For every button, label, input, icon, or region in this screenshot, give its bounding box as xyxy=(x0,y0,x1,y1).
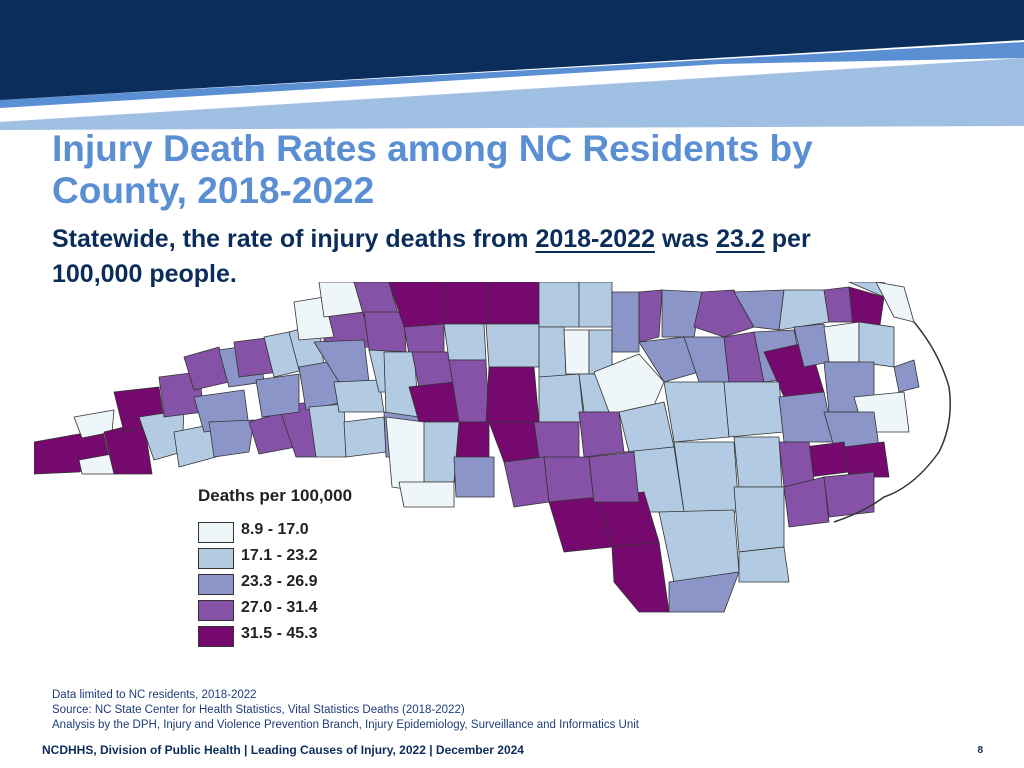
county-region xyxy=(385,416,425,493)
county-region xyxy=(503,456,550,508)
county-region xyxy=(563,329,590,375)
county-region xyxy=(485,323,540,368)
county-region xyxy=(533,421,580,463)
county-region xyxy=(823,321,860,363)
title-line-1: Injury Death Rates among NC Residents by xyxy=(52,128,813,169)
county-region xyxy=(363,311,407,353)
county-region xyxy=(418,421,460,483)
source-notes: Data limited to NC residents, 2018-2022 … xyxy=(52,688,639,733)
county-region xyxy=(661,289,703,338)
county-region xyxy=(411,351,455,388)
county-region xyxy=(638,289,663,343)
map-legend: Deaths per 100,000 8.9 - 17.0 17.1 - 23.… xyxy=(196,486,396,651)
legend-item: 8.9 - 17.0 xyxy=(196,520,396,544)
legend-label: 23.3 - 26.9 xyxy=(241,573,318,590)
county-region xyxy=(333,379,385,413)
county-region xyxy=(538,326,567,378)
county-region xyxy=(488,282,540,325)
county-region xyxy=(611,291,640,353)
county-region xyxy=(733,486,785,553)
county-region xyxy=(823,411,880,448)
county-region xyxy=(443,282,490,325)
county-region xyxy=(443,323,487,361)
county-region xyxy=(611,541,670,613)
legend-label: 31.5 - 45.3 xyxy=(241,625,318,642)
subtitle-line-2: 100,000 people. xyxy=(52,260,237,288)
legend-item: 27.0 - 31.4 xyxy=(196,598,396,622)
county-region xyxy=(485,366,540,423)
subtitle-prefix: Statewide, the rate of injury deaths fro… xyxy=(52,225,536,253)
note-line-2: Source: NC State Center for Health Stati… xyxy=(52,704,465,716)
county-region xyxy=(693,289,755,338)
legend-item: 17.1 - 23.2 xyxy=(196,546,396,570)
legend-swatch xyxy=(198,600,234,621)
county-region xyxy=(208,419,255,458)
county-region xyxy=(778,441,815,488)
county-region xyxy=(663,381,730,443)
header-banner xyxy=(0,0,1024,130)
subtitle-mid: was xyxy=(655,225,717,253)
legend-title: Deaths per 100,000 xyxy=(198,486,353,505)
title-line-2: County, 2018-2022 xyxy=(52,170,375,211)
county-region xyxy=(858,321,895,368)
legend-swatch xyxy=(198,548,234,569)
county-region xyxy=(893,359,920,393)
page-number: 8 xyxy=(977,745,983,756)
legend-label: 27.0 - 31.4 xyxy=(241,599,318,616)
county-region xyxy=(823,471,875,518)
county-region xyxy=(658,509,740,583)
county-region xyxy=(738,546,790,583)
county-region xyxy=(733,436,783,488)
county-region xyxy=(578,282,613,328)
county-region xyxy=(843,441,890,478)
page-title: Injury Death Rates among NC Residents by… xyxy=(52,128,952,212)
legend-swatch xyxy=(198,626,234,647)
legend-item: 23.3 - 26.9 xyxy=(196,572,396,596)
county-region xyxy=(343,416,387,458)
footer-text: NCDHHS, Division of Public Health | Lead… xyxy=(42,743,524,757)
county-region xyxy=(538,282,580,328)
legend-label: 17.1 - 23.2 xyxy=(241,547,318,564)
note-line-3: Analysis by the DPH, Injury and Violence… xyxy=(52,719,640,731)
county-region xyxy=(453,456,495,498)
county-region xyxy=(673,441,740,513)
legend-label: 8.9 - 17.0 xyxy=(241,521,309,538)
county-region xyxy=(783,476,830,528)
county-region xyxy=(488,421,540,463)
county-region xyxy=(398,481,455,508)
county-region xyxy=(723,381,785,438)
legend-item: 31.5 - 45.3 xyxy=(196,624,396,648)
county-region xyxy=(668,571,740,613)
county-region xyxy=(255,373,300,418)
note-line-1: Data limited to NC residents, 2018-2022 xyxy=(52,689,257,701)
county-region xyxy=(543,456,595,503)
banner-white-wedge xyxy=(0,58,1024,122)
county-region xyxy=(588,451,640,503)
county-region xyxy=(593,353,665,418)
nc-county-map xyxy=(34,282,951,613)
banner-navy xyxy=(0,0,1024,100)
legend-swatch xyxy=(198,574,234,595)
subtitle-suffix: per xyxy=(764,225,811,253)
subtitle-rate: 23.2 xyxy=(716,225,765,253)
county-region xyxy=(538,373,585,423)
legend-swatch xyxy=(198,522,234,543)
county-region xyxy=(403,323,445,355)
subtitle-period: 2018-2022 xyxy=(535,225,655,253)
page-subtitle: Statewide, the rate of injury deaths fro… xyxy=(52,222,952,292)
outer-banks-line xyxy=(833,321,951,523)
county-region xyxy=(578,411,625,458)
